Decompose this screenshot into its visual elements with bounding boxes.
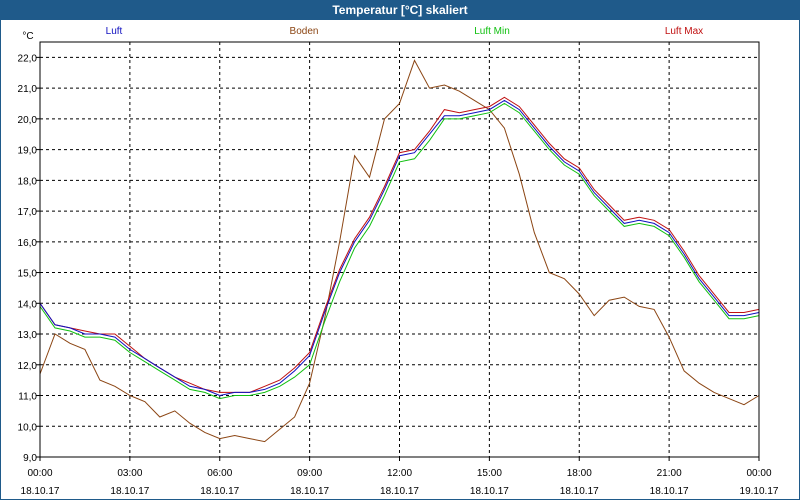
plot-background (40, 42, 759, 457)
x-tick-time-label: 15:00 (477, 468, 502, 479)
x-tick-time-label: 18:00 (567, 468, 592, 479)
y-tick-label: 20,0 (18, 115, 38, 126)
chart-title: Temperatur [°C] skaliert (1, 1, 799, 20)
x-tick-date-label: 18.10.17 (290, 486, 329, 497)
legend-luft: Luft (106, 26, 123, 37)
series-line-boden (39, 59, 760, 443)
x-tick-time-label: 21:00 (657, 468, 682, 479)
y-axis-unit: °C (22, 31, 33, 42)
x-tick-time-label: 12:00 (387, 468, 412, 479)
y-tick-label: 21,0 (18, 84, 38, 95)
series-line-luft-min (39, 102, 760, 400)
legend-luft-max: Luft Max (665, 26, 703, 37)
y-tick-label: 17,0 (18, 207, 38, 218)
y-tick-label: 18,0 (18, 176, 38, 187)
x-tick-date-label: 18.10.17 (560, 486, 599, 497)
y-tick-label: 12,0 (18, 361, 38, 372)
x-tick-time-label: 09:00 (297, 468, 322, 479)
x-tick-time-label: 00:00 (27, 468, 52, 479)
x-tick-date-label: 18.10.17 (470, 486, 509, 497)
y-tick-label: 11,0 (18, 392, 37, 403)
x-tick-time-label: 03:00 (117, 468, 142, 479)
y-tick-label: 19,0 (18, 146, 38, 157)
y-tick-label: 15,0 (18, 269, 38, 280)
x-tick-date-label: 18.10.17 (110, 486, 149, 497)
x-tick-date-label: 18.10.17 (650, 486, 689, 497)
x-tick-time-label: 06:00 (207, 468, 232, 479)
legend-boden: Boden (290, 26, 319, 37)
x-tick-time-label: 00:00 (746, 468, 771, 479)
x-tick-date-label: 19.10.17 (740, 486, 779, 497)
x-tick-date-label: 18.10.17 (21, 486, 60, 497)
y-tick-label: 22,0 (18, 53, 38, 64)
series-line-luft (39, 99, 760, 397)
y-tick-label: 16,0 (18, 238, 38, 249)
chart-area: 9,0 10,0 11,0 12,0 13,0 14,0 15,0 16,0 17,0 18,0 1… (18, 26, 779, 497)
x-tick-date-label: 18.10.17 (200, 486, 239, 497)
y-tick-label: 14,0 (18, 299, 38, 310)
y-tick-label: 13,0 (18, 330, 38, 341)
y-tick-label: 10,0 (18, 422, 38, 433)
y-tick-label: 9,0 (23, 453, 37, 464)
x-tick-date-label: 18.10.17 (380, 486, 419, 497)
legend-luft-min: Luft Min (474, 26, 510, 37)
